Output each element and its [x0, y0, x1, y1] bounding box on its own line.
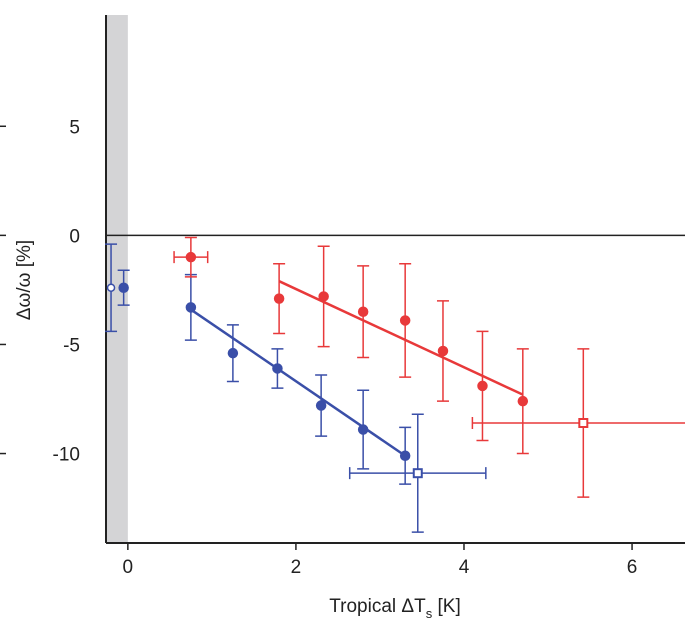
point: [318, 291, 329, 302]
y-axis-label: Δω/ω [%]: [14, 240, 35, 320]
y-tick-label: -10: [53, 445, 80, 466]
x-label-sub: s: [426, 606, 433, 621]
point: [106, 283, 116, 292]
point: [273, 293, 285, 304]
point: [185, 251, 197, 263]
y-tick-label: 5: [69, 117, 80, 138]
x-tick-label: 0: [123, 557, 134, 578]
point: [357, 424, 369, 435]
point: [517, 395, 529, 407]
point: [477, 380, 488, 392]
point: [227, 347, 239, 359]
point: [118, 282, 129, 293]
point: [412, 468, 423, 479]
fit-line: [190, 308, 406, 457]
point: [437, 345, 449, 357]
x-label-unit: [K]: [432, 596, 461, 617]
point: [357, 306, 369, 317]
point: [272, 363, 283, 374]
y-tick-label: 0: [69, 226, 80, 247]
point: [399, 315, 411, 326]
shaded-region: [106, 15, 128, 543]
y-tick-label: -5: [63, 335, 80, 356]
x-tick-label: 4: [459, 557, 470, 578]
x-tick-label: 6: [627, 557, 638, 578]
x-axis-label: Tropical ΔTs [K]: [329, 596, 460, 621]
point: [578, 418, 589, 428]
point: [315, 400, 327, 411]
point: [399, 450, 411, 461]
x-tick-label: 2: [291, 557, 302, 578]
point: [185, 302, 197, 313]
x-label-main: Tropical ΔT: [329, 596, 426, 617]
